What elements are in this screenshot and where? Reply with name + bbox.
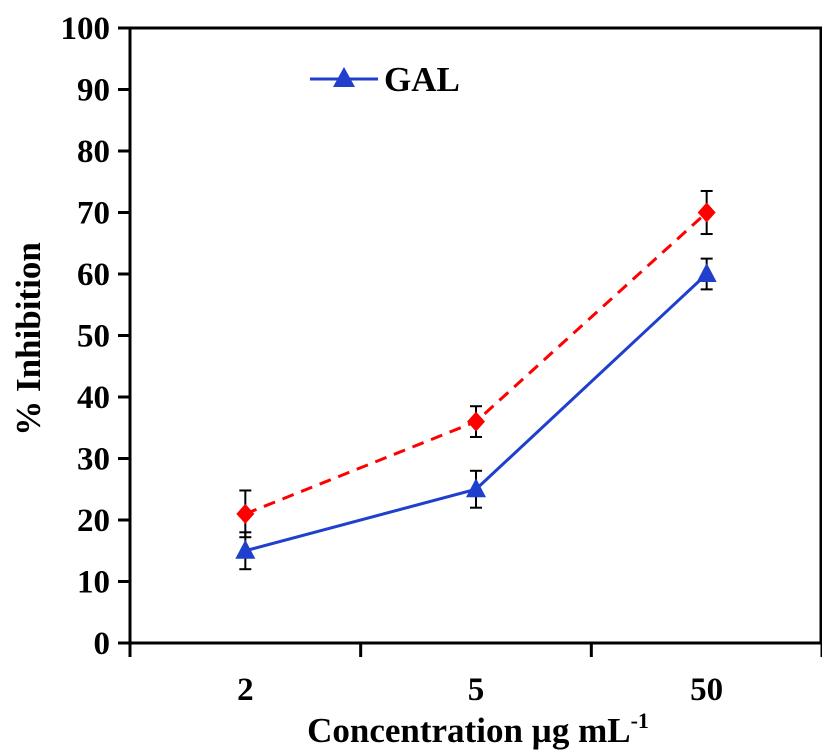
y-tick-label-80: 80 — [77, 134, 110, 170]
y-tick-label-100: 100 — [61, 11, 111, 47]
series-1-line — [244, 211, 708, 516]
y-tick-label-60: 60 — [77, 257, 110, 293]
y-tick-label-10: 10 — [77, 565, 110, 601]
legend-label: GAL — [384, 60, 460, 99]
y-tick-label-50: 50 — [77, 319, 110, 355]
x-tick-label-2: 2 — [237, 672, 254, 708]
y-tick-label-40: 40 — [77, 380, 110, 416]
series-1-point-1 — [467, 411, 485, 432]
x-axis-title-main: Concentration µg mL — [307, 711, 630, 750]
y-axis-title: % Inhibition — [9, 242, 48, 436]
y-tick-label-30: 30 — [77, 442, 110, 478]
legend-item-0: GAL — [310, 60, 460, 99]
x-tick-label-50: 50 — [690, 672, 723, 708]
y-tick-label-0: 0 — [94, 626, 111, 662]
x-axis-title-superscript: -1 — [631, 708, 649, 733]
y-tick-label-70: 70 — [77, 196, 110, 232]
series-0-point-1 — [466, 478, 486, 498]
legend-marker — [333, 67, 355, 87]
series-1-point-0 — [236, 503, 255, 524]
series-1-point-2 — [697, 202, 716, 223]
x-axis-title: Concentration µg mL-1 — [307, 708, 649, 750]
x-tick-label-5: 5 — [468, 672, 485, 708]
y-tick-label-20: 20 — [77, 503, 110, 539]
series-0-point-2 — [696, 263, 717, 282]
series-0 — [235, 257, 717, 571]
y-tick-label-90: 90 — [77, 73, 110, 109]
series-0-point-0 — [235, 539, 256, 559]
series-1 — [236, 189, 716, 539]
